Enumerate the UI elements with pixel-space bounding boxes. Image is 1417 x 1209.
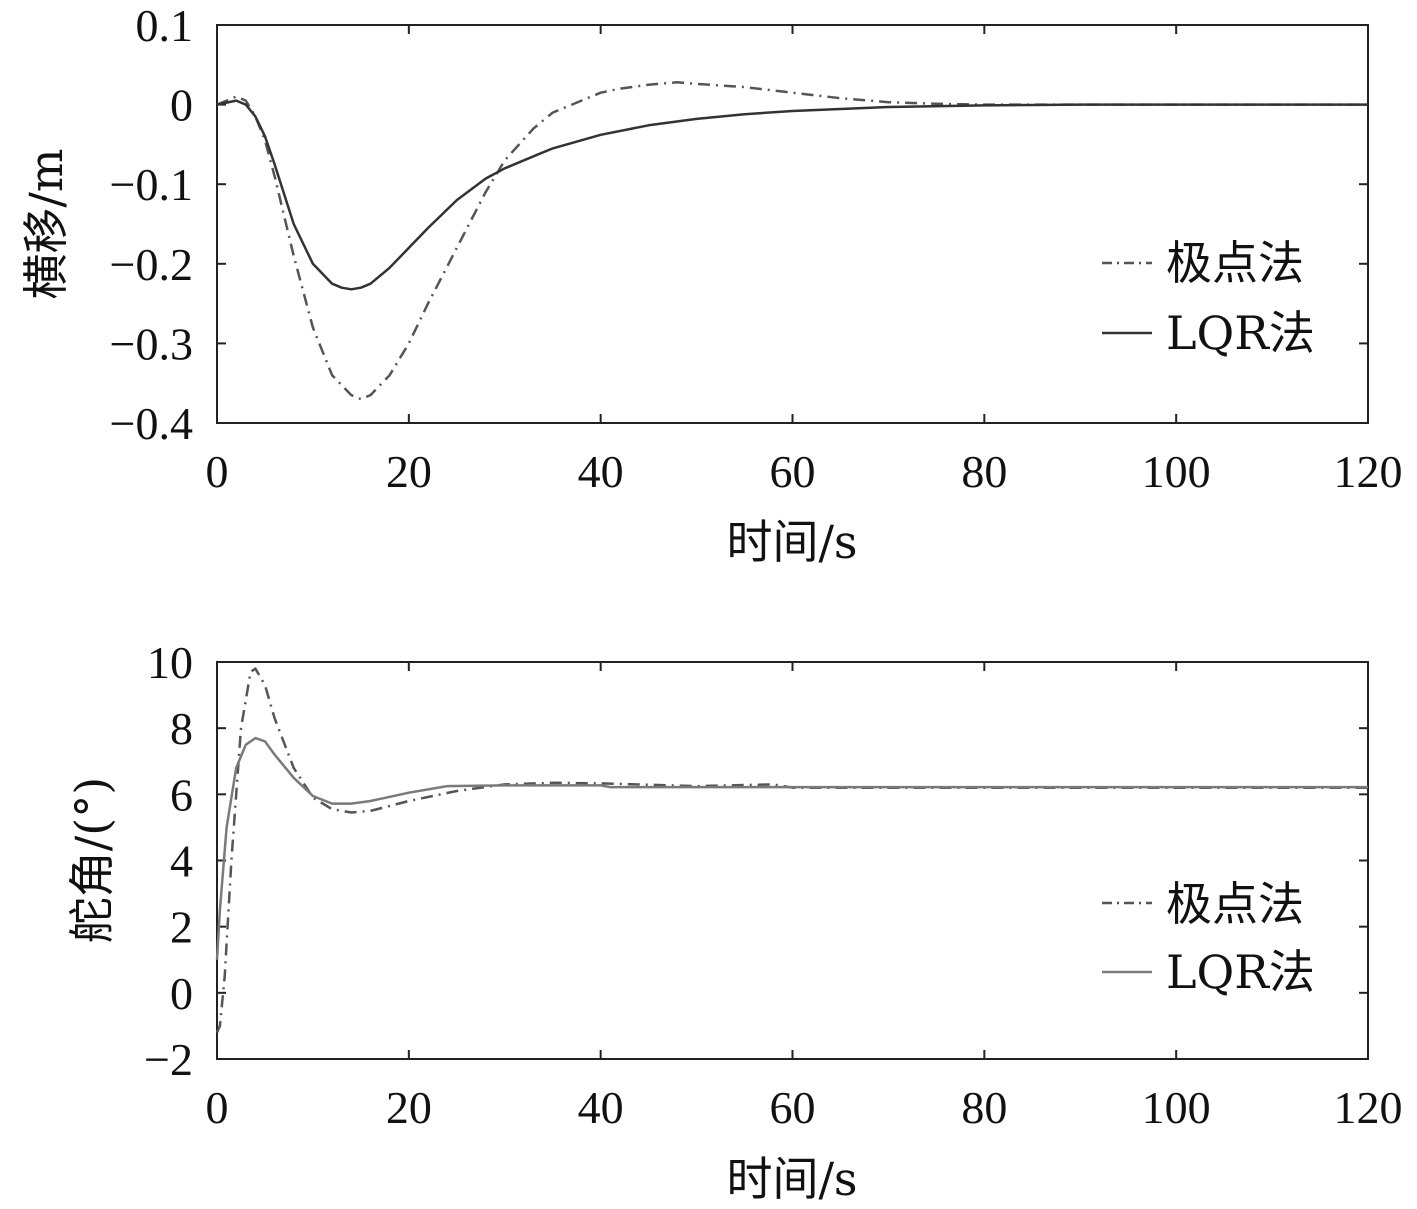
y-tick-label: 6 <box>170 769 193 820</box>
chart-lateral-offset: 0 20 40 60 80 100 120 0.1 0 −0.1 −0.2 −0.3 −0.4 时间/… <box>19 0 1403 569</box>
x-tick-label: 0 <box>206 446 229 497</box>
x-tick-labels: 0 20 40 60 80 100 120 <box>206 446 1403 497</box>
y-tick-label: 4 <box>170 836 193 887</box>
x-tick-label: 20 <box>386 446 432 497</box>
x-axis-title: 时间/s <box>726 1152 857 1206</box>
y-tick-label: −0.2 <box>110 239 193 290</box>
x-tick-label: 40 <box>578 1082 624 1133</box>
x-tick-label: 60 <box>770 1082 816 1133</box>
y-axis-title: 舵角/(°) <box>65 777 119 943</box>
legend: 极点法 LQR法 <box>1102 236 1315 360</box>
x-tick-labels: 0 20 40 60 80 100 120 <box>206 1082 1403 1133</box>
x-tick-label: 40 <box>578 446 624 497</box>
y-tick-label: −2 <box>144 1034 193 1085</box>
x-tick-label: 100 <box>1142 1082 1211 1133</box>
y-tick-label: 8 <box>170 703 193 754</box>
legend-label-lqr: LQR法 <box>1166 945 1315 999</box>
x-tick-label: 120 <box>1334 446 1403 497</box>
x-tick-label: 100 <box>1142 446 1211 497</box>
y-tick-labels: 0.1 0 −0.1 −0.2 −0.3 −0.4 <box>110 0 193 449</box>
legend: 极点法 LQR法 <box>1102 877 1315 999</box>
plot-frame <box>216 661 1369 1060</box>
legend-label-lqr: LQR法 <box>1166 306 1315 360</box>
plot-frame <box>216 24 1369 424</box>
x-tick-label: 80 <box>961 1082 1007 1133</box>
series-line-pole-method <box>215 667 1368 1034</box>
y-tick-label: 10 <box>147 637 193 688</box>
x-axis-title: 时间/s <box>726 515 857 569</box>
y-tick-label: 0.1 <box>136 0 194 51</box>
series-line-lqr <box>215 736 1368 960</box>
legend-label-pole-method: 极点法 <box>1166 877 1304 931</box>
y-tick-label: −0.1 <box>110 159 193 210</box>
axis-ticks <box>216 661 1369 1060</box>
series-lines <box>215 667 1368 1034</box>
x-tick-label: 20 <box>386 1082 432 1133</box>
series-line-lqr <box>216 99 1368 291</box>
y-axis-title: 横移/m <box>19 148 73 299</box>
y-tick-label: 2 <box>170 902 193 953</box>
series-lines <box>216 81 1368 401</box>
y-tick-label: −0.3 <box>110 318 193 369</box>
axis-ticks <box>216 24 1369 424</box>
y-tick-labels: 10 8 6 4 2 0 −2 <box>144 637 193 1085</box>
y-tick-label: 0 <box>170 968 193 1019</box>
y-tick-label: −0.4 <box>110 398 193 449</box>
series-line-pole-method <box>216 81 1368 401</box>
x-tick-label: 0 <box>206 1082 229 1133</box>
x-tick-label: 60 <box>770 446 816 497</box>
x-tick-label: 120 <box>1334 1082 1403 1133</box>
x-tick-label: 80 <box>961 446 1007 497</box>
y-tick-label: 0 <box>170 80 193 131</box>
legend-label-pole-method: 极点法 <box>1166 236 1304 290</box>
